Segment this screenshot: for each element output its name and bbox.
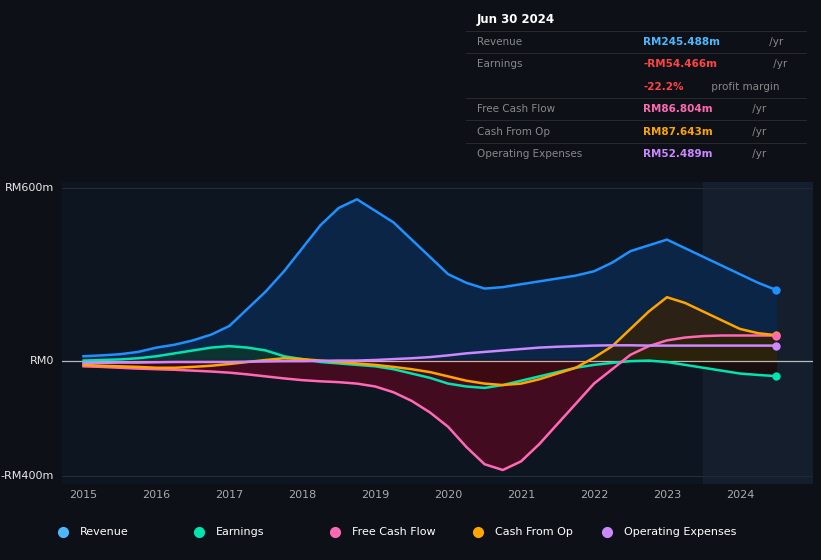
Text: Free Cash Flow: Free Cash Flow <box>476 104 555 114</box>
Text: /yr: /yr <box>769 59 787 69</box>
Text: RM87.643m: RM87.643m <box>644 127 713 137</box>
Text: /yr: /yr <box>749 149 766 159</box>
Text: Earnings: Earnings <box>476 59 522 69</box>
Text: RM0: RM0 <box>30 356 54 366</box>
Text: RM600m: RM600m <box>5 183 54 193</box>
Text: Cash From Op: Cash From Op <box>495 528 573 537</box>
Text: /yr: /yr <box>749 127 766 137</box>
Bar <box>704 182 813 484</box>
Text: Cash From Op: Cash From Op <box>476 127 549 137</box>
Text: RM245.488m: RM245.488m <box>644 37 721 47</box>
Text: -RM54.466m: -RM54.466m <box>644 59 718 69</box>
Text: -RM400m: -RM400m <box>1 471 54 480</box>
Text: Operating Expenses: Operating Expenses <box>623 528 736 537</box>
Text: Revenue: Revenue <box>476 37 521 47</box>
Text: /yr: /yr <box>766 37 783 47</box>
Text: /yr: /yr <box>749 104 766 114</box>
Text: RM52.489m: RM52.489m <box>644 149 713 159</box>
Text: profit margin: profit margin <box>709 82 780 92</box>
Text: RM86.804m: RM86.804m <box>644 104 713 114</box>
Text: Operating Expenses: Operating Expenses <box>476 149 582 159</box>
Text: Free Cash Flow: Free Cash Flow <box>351 528 435 537</box>
Text: Jun 30 2024: Jun 30 2024 <box>476 13 555 26</box>
Text: Revenue: Revenue <box>80 528 128 537</box>
Text: Earnings: Earnings <box>216 528 264 537</box>
Text: -22.2%: -22.2% <box>644 82 684 92</box>
